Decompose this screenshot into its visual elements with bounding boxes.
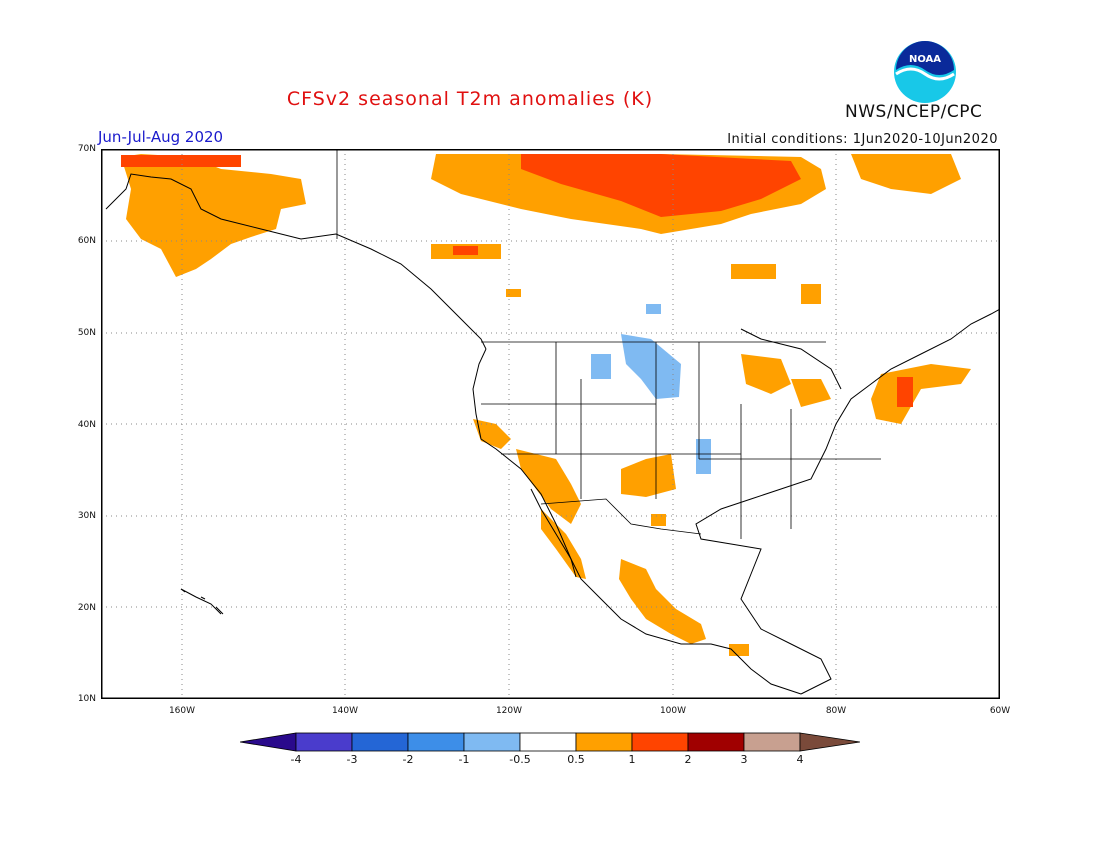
anomaly-patches (121, 154, 971, 656)
lat-label-60n: 60N (77, 236, 96, 246)
colorbar (239, 732, 861, 752)
lon-label-140w: 140W (331, 706, 359, 716)
colorbar-bin-4 (463, 732, 521, 752)
colorbar-bin-7 (631, 732, 689, 752)
state-borders (336, 149, 881, 539)
lon-label-160w: 160W (168, 706, 196, 716)
colorbar-bin-8 (687, 732, 745, 752)
coastlines (105, 173, 1000, 695)
colorbar-label-m3: -3 (346, 753, 358, 766)
colorbar-label-m05: -0.5 (509, 753, 531, 766)
colorbar-arrow-high (799, 732, 861, 752)
colorbar-arrow-low (239, 732, 297, 752)
agency-label: NWS/NCEP/CPC (845, 102, 983, 122)
initial-conditions: Initial conditions: 1Jun2020-10Jun2020 (727, 132, 998, 147)
lat-label-50n: 50N (77, 328, 96, 338)
map-canvas (101, 149, 1000, 699)
lat-label-30n: 30N (77, 511, 96, 521)
colorbar-bin-5 (519, 732, 577, 752)
colorbar-bin-9 (743, 732, 801, 752)
forecast-period: Jun-Jul-Aug 2020 (98, 128, 224, 146)
noaa-logo: NOAA (893, 40, 957, 104)
lat-label-10n: 10N (77, 694, 96, 704)
colorbar-bin-1 (295, 732, 353, 752)
lon-label-80w: 80W (825, 706, 847, 716)
colorbar-label-p2: 2 (684, 753, 692, 766)
colorbar-label-m2: -2 (402, 753, 414, 766)
lat-label-40n: 40N (77, 420, 96, 430)
svg-text:NOAA: NOAA (909, 54, 941, 65)
lat-label-70n: 70N (77, 144, 96, 154)
lon-label-60w: 60W (989, 706, 1011, 716)
colorbar-bin-2 (351, 732, 409, 752)
chart-title: CFSv2 seasonal T2m anomalies (K) (286, 88, 654, 110)
anomaly-map (101, 149, 1000, 699)
colorbar-bin-3 (407, 732, 465, 752)
colorbar-label-m1: -1 (458, 753, 470, 766)
lat-label-20n: 20N (77, 603, 96, 613)
colorbar-label-p3: 3 (740, 753, 748, 766)
lon-label-120w: 120W (495, 706, 523, 716)
lon-label-100w: 100W (659, 706, 687, 716)
colorbar-bin-6 (575, 732, 633, 752)
colorbar-label-p4: 4 (796, 753, 804, 766)
map-frame (101, 149, 1000, 699)
colorbar-label-p05: 0.5 (567, 753, 585, 766)
colorbar-label-p1: 1 (628, 753, 636, 766)
colorbar-label-m4: -4 (290, 753, 302, 766)
hawaii-islands (180, 588, 224, 615)
